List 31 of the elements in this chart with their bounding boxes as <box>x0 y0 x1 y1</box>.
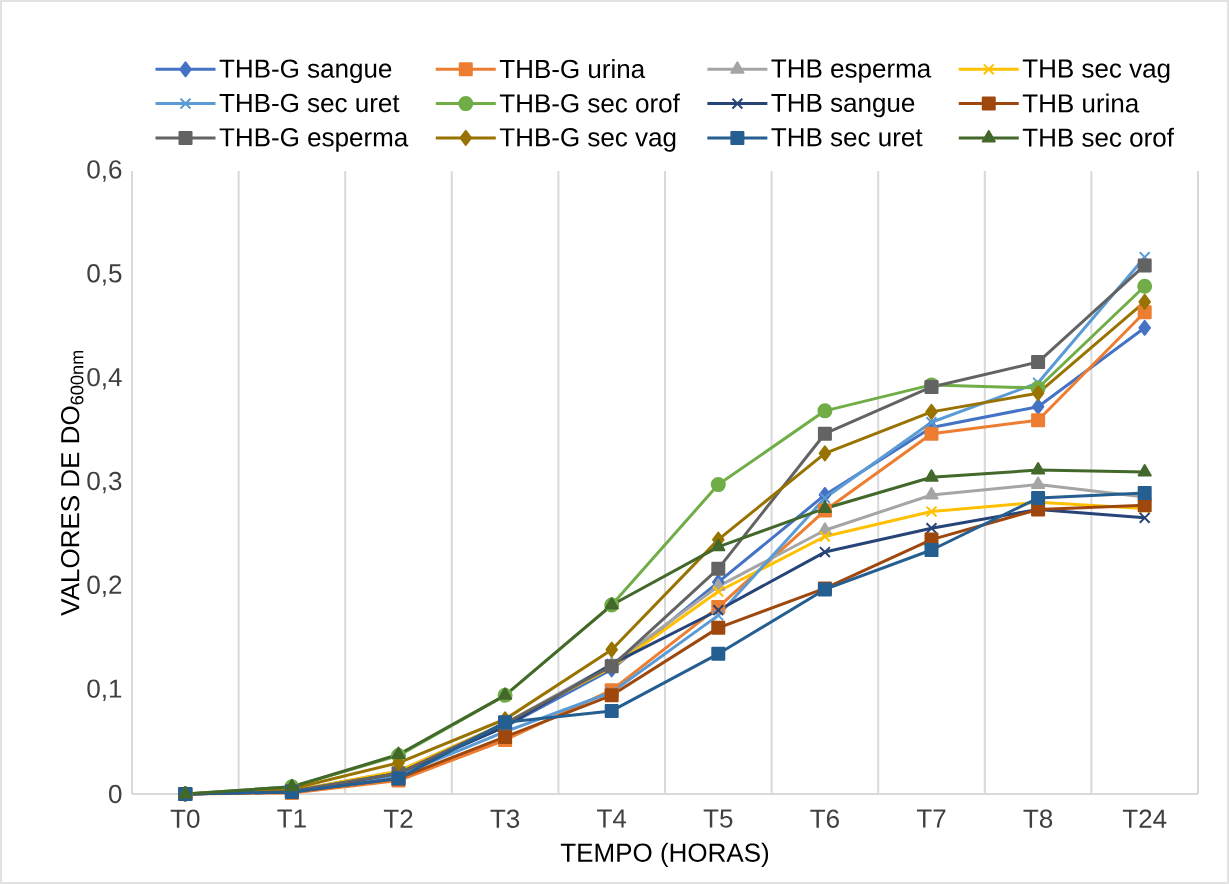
x-tick-label: T5 <box>703 809 733 828</box>
y-tick-label: 0,6 <box>87 160 122 182</box>
legend-label: THB-G sangue <box>219 59 392 83</box>
legend-label: THB sec orof <box>1022 127 1174 147</box>
legend-label: THB sec uret <box>771 128 923 147</box>
x-tick-label: T0 <box>170 809 200 828</box>
x-tick-label: T4 <box>597 809 627 828</box>
y-tick-label: 0,3 <box>87 471 122 494</box>
y-tick-label: 0 <box>109 784 122 804</box>
y-tick-label: 0,5 <box>87 264 122 286</box>
legend-label: THB-G urina <box>499 59 646 79</box>
y-tick-label: 0,4 <box>87 367 122 390</box>
x-tick-label: T8 <box>1023 809 1053 828</box>
x-tick-label: T7 <box>916 809 946 828</box>
legend-label: THB-G sec uret <box>219 93 400 113</box>
legend-label: THB sec vag <box>1022 59 1170 83</box>
legend-label: THB-G sec orof <box>499 93 680 113</box>
legend-label: THB-G esperma <box>219 128 409 152</box>
y-axis-title: VALORES DE DO$_{600nm}$ <box>60 350 84 616</box>
legend-label: THB-G sec vag <box>499 128 676 152</box>
legend-label: THB esperma <box>771 59 932 83</box>
y-tick-label: 0,2 <box>87 575 122 598</box>
x-tick-label: T2 <box>383 809 413 828</box>
x-axis-title: TEMPO (HORAS) <box>560 842 769 868</box>
x-tick-label: T3 <box>490 809 520 828</box>
x-tick-label: T6 <box>810 809 839 828</box>
legend-label: THB sangue <box>771 93 915 118</box>
legend-label: THB urina <box>1022 93 1140 113</box>
x-tick-label: T24 <box>1122 809 1167 828</box>
y-tick-label: 0,1 <box>87 679 122 701</box>
x-tick-label: T1 <box>277 809 306 828</box>
